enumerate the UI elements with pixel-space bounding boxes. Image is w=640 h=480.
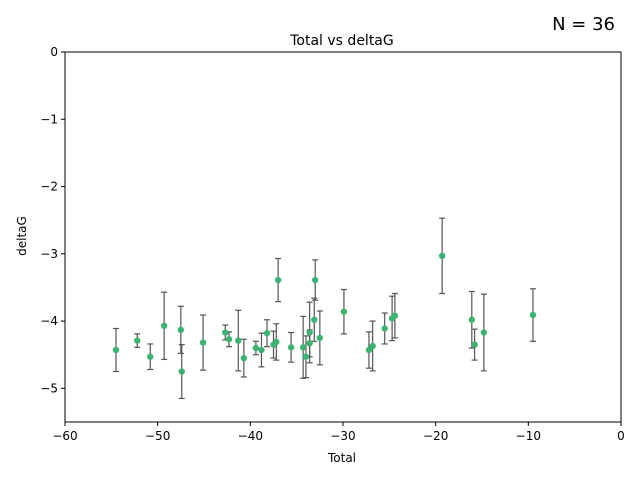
data-point [240, 354, 248, 362]
data-point [263, 330, 271, 337]
x-tick-label: −20 [423, 429, 448, 443]
data-point [302, 353, 310, 360]
data-point [480, 329, 488, 336]
x-axis-ticks: −60 −50 −40 −30 −20 −10 0 [52, 422, 625, 443]
x-tick-label: −30 [330, 429, 355, 443]
data-point [306, 329, 313, 336]
x-tick-label: −50 [145, 429, 170, 443]
x-tick-label: −60 [52, 429, 77, 443]
data-point [316, 334, 324, 342]
data-point [274, 276, 282, 284]
data-point [299, 344, 307, 351]
data-point [311, 316, 318, 323]
x-tick-label: 0 [617, 429, 625, 443]
count-annotation: N = 36 [552, 14, 615, 35]
data-point [287, 344, 295, 351]
data-point [258, 346, 265, 354]
data-point [199, 339, 207, 346]
data-point [225, 336, 233, 343]
data-point [112, 346, 120, 354]
data-point [235, 337, 242, 344]
data-point [391, 312, 399, 319]
data-point [134, 337, 141, 344]
data-point [252, 344, 260, 352]
data-point [306, 340, 313, 347]
data-point [273, 338, 280, 346]
data-point [312, 276, 319, 284]
data-point [222, 329, 229, 336]
data-point [468, 316, 476, 323]
y-tick-label: 0 [50, 45, 58, 59]
data-point [438, 252, 446, 260]
chart-title: Total vs deltaG [289, 33, 393, 49]
y-axis-ticks: 0 −1 −2 −3 −4 −5 [40, 45, 65, 395]
data-point [529, 311, 537, 319]
y-tick-label: −2 [40, 180, 58, 194]
error-bars [112, 217, 536, 400]
data-point [160, 322, 168, 329]
data-point [381, 325, 388, 332]
y-tick-label: −5 [40, 381, 58, 395]
data-point [365, 346, 373, 354]
data-point [369, 342, 376, 350]
y-tick-label: −4 [40, 314, 58, 328]
data-point [147, 353, 154, 360]
y-axis-label: deltaG [15, 216, 29, 256]
data-point [177, 326, 185, 334]
data-point [178, 368, 185, 375]
x-tick-label: −10 [516, 429, 541, 443]
y-tick-label: −3 [40, 247, 58, 261]
data-point [340, 308, 348, 315]
x-axis-label: Total [327, 451, 356, 465]
x-tick-label: −40 [238, 429, 263, 443]
y-tick-label: −1 [40, 112, 58, 126]
data-points [112, 252, 537, 375]
data-point [471, 341, 478, 348]
plot-frame [64, 51, 622, 423]
